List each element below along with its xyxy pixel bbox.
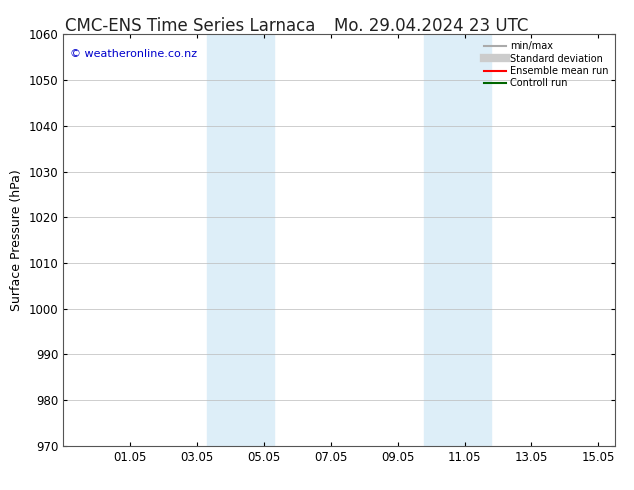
Y-axis label: Surface Pressure (hPa): Surface Pressure (hPa) — [10, 169, 23, 311]
Legend: min/max, Standard deviation, Ensemble mean run, Controll run: min/max, Standard deviation, Ensemble me… — [482, 39, 610, 90]
Text: © weatheronline.co.nz: © weatheronline.co.nz — [70, 49, 197, 59]
Text: CMC-ENS Time Series Larnaca: CMC-ENS Time Series Larnaca — [65, 17, 315, 35]
Bar — [424, 34, 491, 446]
Bar — [207, 34, 274, 446]
Text: Mo. 29.04.2024 23 UTC: Mo. 29.04.2024 23 UTC — [334, 17, 528, 35]
